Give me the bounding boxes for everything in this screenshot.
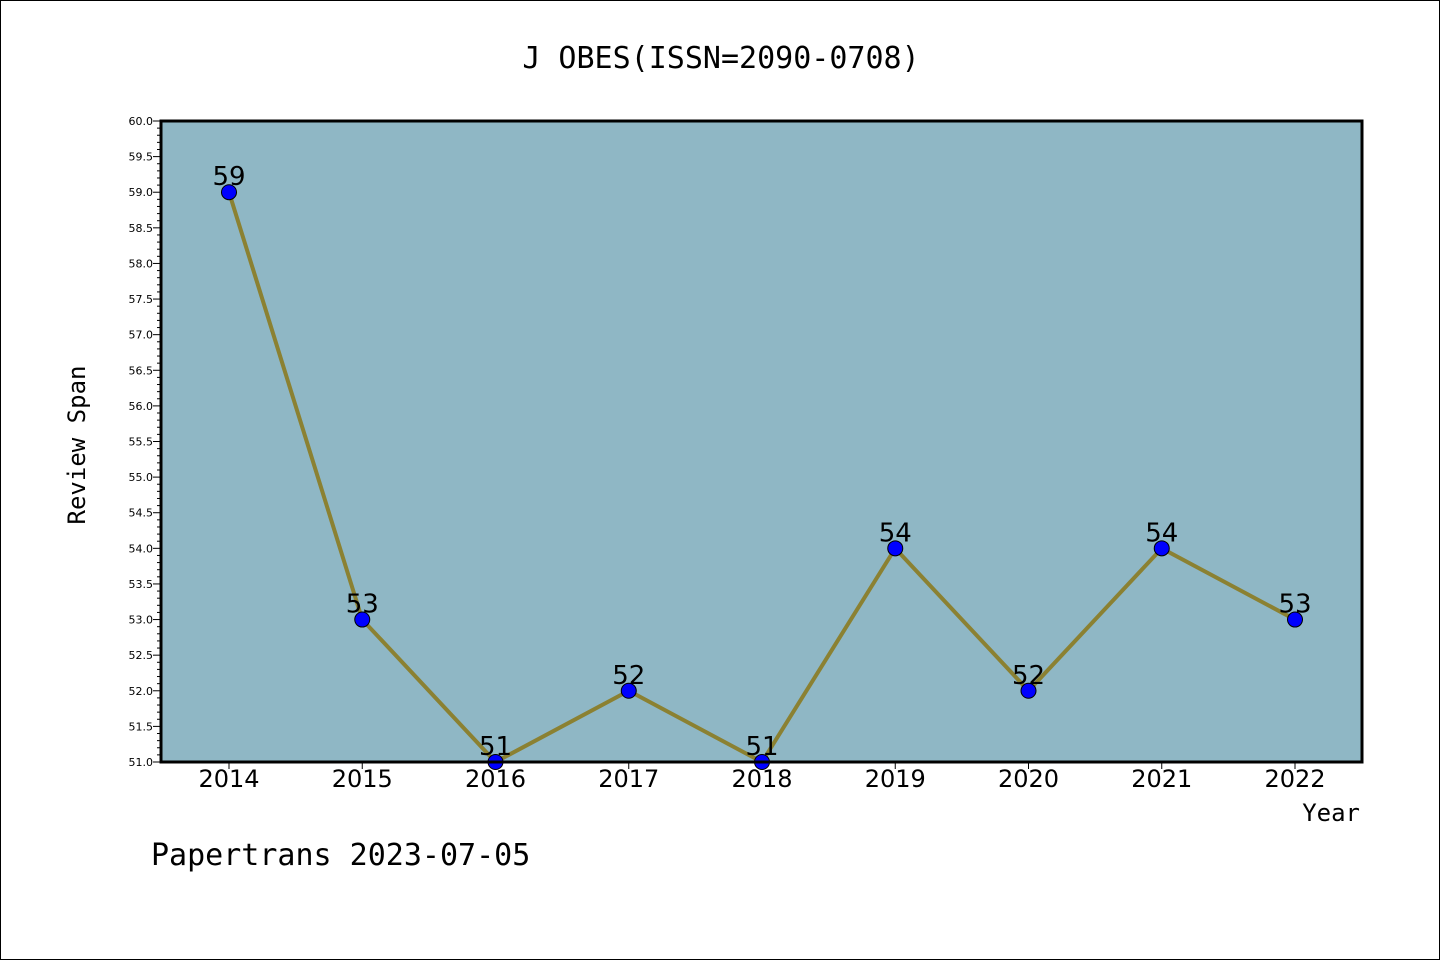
y-axis-label: Review Span — [63, 366, 91, 525]
y-tick-label: 55.5 — [129, 436, 154, 449]
plot-area — [161, 121, 1362, 762]
y-tick-label: 56.5 — [129, 364, 154, 377]
y-tick-label: 58.5 — [129, 222, 154, 235]
data-point — [221, 184, 237, 201]
x-axis: 2014 2015 2016 2017 2018 2019 2020 2021 2022 — [198, 762, 1326, 793]
data-label: 52 — [612, 661, 645, 691]
data-point — [1153, 540, 1170, 557]
x-axis-label: Year — [1302, 799, 1360, 827]
x-tick-label: 2017 — [598, 765, 659, 793]
y-tick-label: 57.0 — [129, 329, 154, 342]
data-label: 51 — [479, 732, 512, 762]
x-tick-label: 2020 — [998, 765, 1059, 793]
y-tick-label: 52.5 — [129, 649, 154, 662]
footer-credit: Papertrans 2023-07-05 — [151, 838, 530, 873]
data-point — [620, 682, 637, 699]
x-tick-label: 2019 — [865, 765, 926, 793]
y-tick-label: 59.5 — [129, 151, 154, 164]
data-points — [221, 184, 1303, 770]
data-labels: 59 53 51 52 51 54 52 54 53 — [212, 162, 1311, 762]
plot-border — [159, 119, 1364, 764]
y-tick-label: 56.0 — [129, 400, 154, 413]
data-label: 54 — [1145, 518, 1178, 548]
x-tick-label: 2014 — [198, 765, 259, 793]
data-label: 54 — [879, 518, 912, 548]
data-point — [1287, 611, 1303, 628]
x-tick-label: 2022 — [1264, 765, 1325, 793]
y-tick-label: 57.5 — [129, 293, 154, 306]
y-tick-label: 53.0 — [129, 614, 154, 627]
y-tick-label: 60.0 — [129, 115, 154, 128]
y-tick-label: 52.0 — [129, 685, 154, 698]
y-tick-label: 54.5 — [129, 507, 154, 520]
data-label: 53 — [1278, 590, 1311, 620]
data-label: 59 — [212, 162, 245, 192]
y-tick-label: 59.0 — [129, 186, 154, 199]
data-label: 51 — [745, 732, 778, 762]
y-tick-label: 58.0 — [129, 257, 154, 270]
y-tick-label: 51.0 — [129, 756, 154, 769]
x-tick-label: 2015 — [332, 765, 393, 793]
y-axis: 51.0 51.5 52.0 52.5 53.0 53.5 54.0 54.5 55.0 55.5… — [129, 115, 161, 769]
data-label: 52 — [1012, 661, 1045, 691]
y-tick-label: 51.5 — [129, 720, 154, 733]
chart-title: J OBES(ISSN=2090-0708) — [522, 41, 919, 76]
data-point — [1020, 682, 1037, 699]
x-tick-label: 2021 — [1131, 765, 1192, 793]
data-point — [354, 611, 371, 628]
y-tick-label: 54.0 — [129, 542, 154, 555]
data-point — [887, 540, 904, 557]
y-tick-label: 53.5 — [129, 578, 154, 591]
data-label: 53 — [346, 590, 379, 620]
y-tick-label: 55.0 — [129, 471, 154, 484]
